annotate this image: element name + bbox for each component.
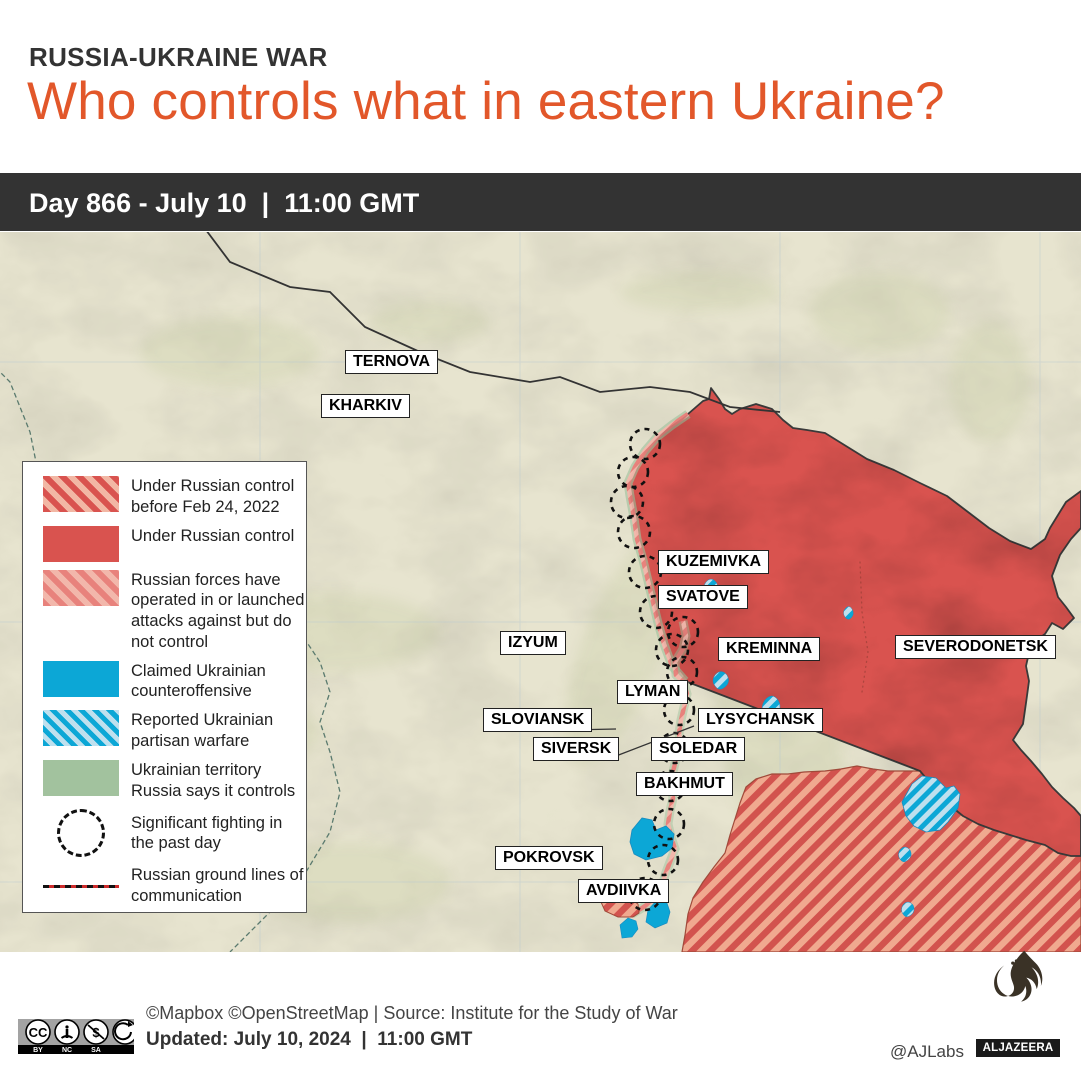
svg-text:BY: BY bbox=[33, 1047, 43, 1054]
svg-text:SA: SA bbox=[91, 1047, 101, 1054]
svg-text:NC: NC bbox=[62, 1047, 72, 1054]
svg-text:CC: CC bbox=[29, 1025, 48, 1040]
